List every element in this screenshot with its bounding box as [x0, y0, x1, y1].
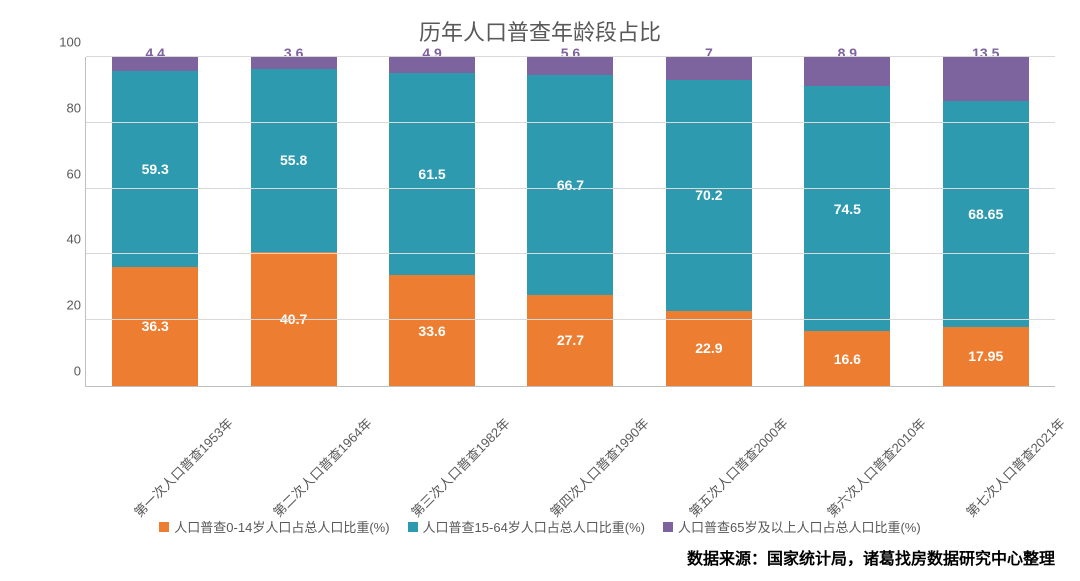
y-tick-label: 100	[56, 35, 81, 50]
y-tick-label: 40	[56, 232, 81, 247]
legend-swatch	[663, 522, 673, 532]
gridline	[86, 56, 1055, 57]
gridline	[86, 122, 1055, 123]
gridline	[86, 188, 1055, 189]
bar-group: 27.766.75.6	[527, 57, 613, 386]
gridline	[86, 253, 1055, 254]
plot-region: 36.359.34.4 40.755.83.6 33.661.54.9 27.766.…	[85, 57, 1055, 387]
bar-segment: 66.7	[527, 75, 613, 294]
bar-value-label: 3.6	[251, 45, 337, 61]
bar-segment: 27.7	[527, 295, 613, 386]
x-tick-label: 第一次人口普查1953年	[129, 446, 203, 520]
legend-label: 人口普查65岁及以上人口占总人口比重(%)	[678, 517, 921, 536]
bar-value-label: 4.9	[389, 45, 475, 61]
legend-label: 人口普查15-64岁人口占总人口比重(%)	[423, 517, 645, 536]
bar-value-label: 4.4	[112, 45, 198, 61]
bar-segment: 74.5	[804, 86, 890, 331]
bar-segment: 36.3	[112, 267, 198, 386]
bar-stack: 27.766.75.6	[527, 57, 613, 386]
bar-group: 16.674.58.9	[804, 57, 890, 386]
legend-item: 人口普查15-64岁人口占总人口比重(%)	[408, 517, 645, 536]
legend-item: 人口普查65岁及以上人口占总人口比重(%)	[663, 517, 921, 536]
bar-group: 40.755.83.6	[251, 57, 337, 386]
bar-segment: 16.6	[804, 331, 890, 386]
bar-group: 36.359.34.4	[112, 57, 198, 386]
y-tick-label: 60	[56, 166, 81, 181]
bar-group: 33.661.54.9	[389, 57, 475, 386]
x-tick-label: 第三次人口普查1982年	[407, 446, 481, 520]
bar-value-label: 8.9	[804, 45, 890, 61]
bar-segment: 4.4	[112, 57, 198, 71]
legend: 人口普查0-14岁人口占总人口比重(%) 人口普查15-64岁人口占总人口比重(%…	[0, 517, 1080, 536]
bar-segment: 17.95	[943, 327, 1029, 386]
x-tick-label: 第二次人口普查1964年	[268, 446, 342, 520]
y-tick-label: 0	[56, 364, 81, 379]
legend-label: 人口普查0-14岁人口占总人口比重(%)	[174, 517, 389, 536]
legend-swatch	[408, 522, 418, 532]
bar-group: 22.970.27	[666, 57, 752, 386]
chart-area: 36.359.34.4 40.755.83.6 33.661.54.9 27.766.…	[55, 57, 1055, 407]
bar-segment: 33.6	[389, 275, 475, 386]
bar-value-label: 7	[666, 45, 752, 61]
bar-stack: 33.661.54.9	[389, 57, 475, 386]
bar-value-label: 5.6	[527, 45, 613, 61]
bar-stack: 40.755.83.6	[251, 57, 337, 386]
bar-segment: 7	[666, 57, 752, 80]
bar-segment: 8.9	[804, 57, 890, 86]
chart-title: 历年人口普查年龄段占比	[25, 15, 1055, 47]
y-tick-label: 80	[56, 100, 81, 115]
gridline	[86, 319, 1055, 320]
x-tick-label: 第四次人口普查1990年	[545, 446, 619, 520]
bar-segment: 22.9	[666, 311, 752, 386]
legend-swatch	[159, 522, 169, 532]
bar-stack: 17.9568.6513.5	[943, 57, 1029, 386]
bar-segment: 59.3	[112, 71, 198, 266]
bar-segment: 55.8	[251, 69, 337, 253]
data-source: 数据来源：国家统计局，诸葛找房数据研究中心整理	[687, 545, 1055, 569]
bar-stack: 16.674.58.9	[804, 57, 890, 386]
bar-value-label: 13.5	[943, 45, 1029, 61]
bar-segment: 4.9	[389, 57, 475, 73]
x-tick-label: 第六次人口普查2010年	[822, 446, 896, 520]
legend-item: 人口普查0-14岁人口占总人口比重(%)	[159, 517, 389, 536]
chart-container: 历年人口普查年龄段占比 36.359.34.440.755.83.633.661…	[0, 0, 1080, 581]
bars-region: 36.359.34.4 40.755.83.6 33.661.54.9 27.766.…	[86, 57, 1055, 386]
x-tick-label: 第五次人口普查2000年	[684, 446, 758, 520]
bar-stack: 22.970.27	[666, 57, 752, 386]
bar-segment: 70.2	[666, 80, 752, 311]
y-tick-label: 20	[56, 298, 81, 313]
bar-stack: 36.359.34.4	[112, 57, 198, 386]
x-axis-labels: 第一次人口普查1953年第二次人口普查1964年第三次人口普查1982年第四次人…	[85, 397, 1055, 416]
bar-segment: 68.65	[943, 101, 1029, 327]
bar-segment: 5.6	[527, 57, 613, 75]
bar-segment: 13.5	[943, 57, 1029, 101]
bar-segment: 3.6	[251, 57, 337, 69]
bar-group: 17.9568.6513.5	[943, 57, 1029, 386]
bar-segment: 61.5	[389, 73, 475, 275]
x-tick-label: 第七次人口普查2021年	[961, 446, 1035, 520]
